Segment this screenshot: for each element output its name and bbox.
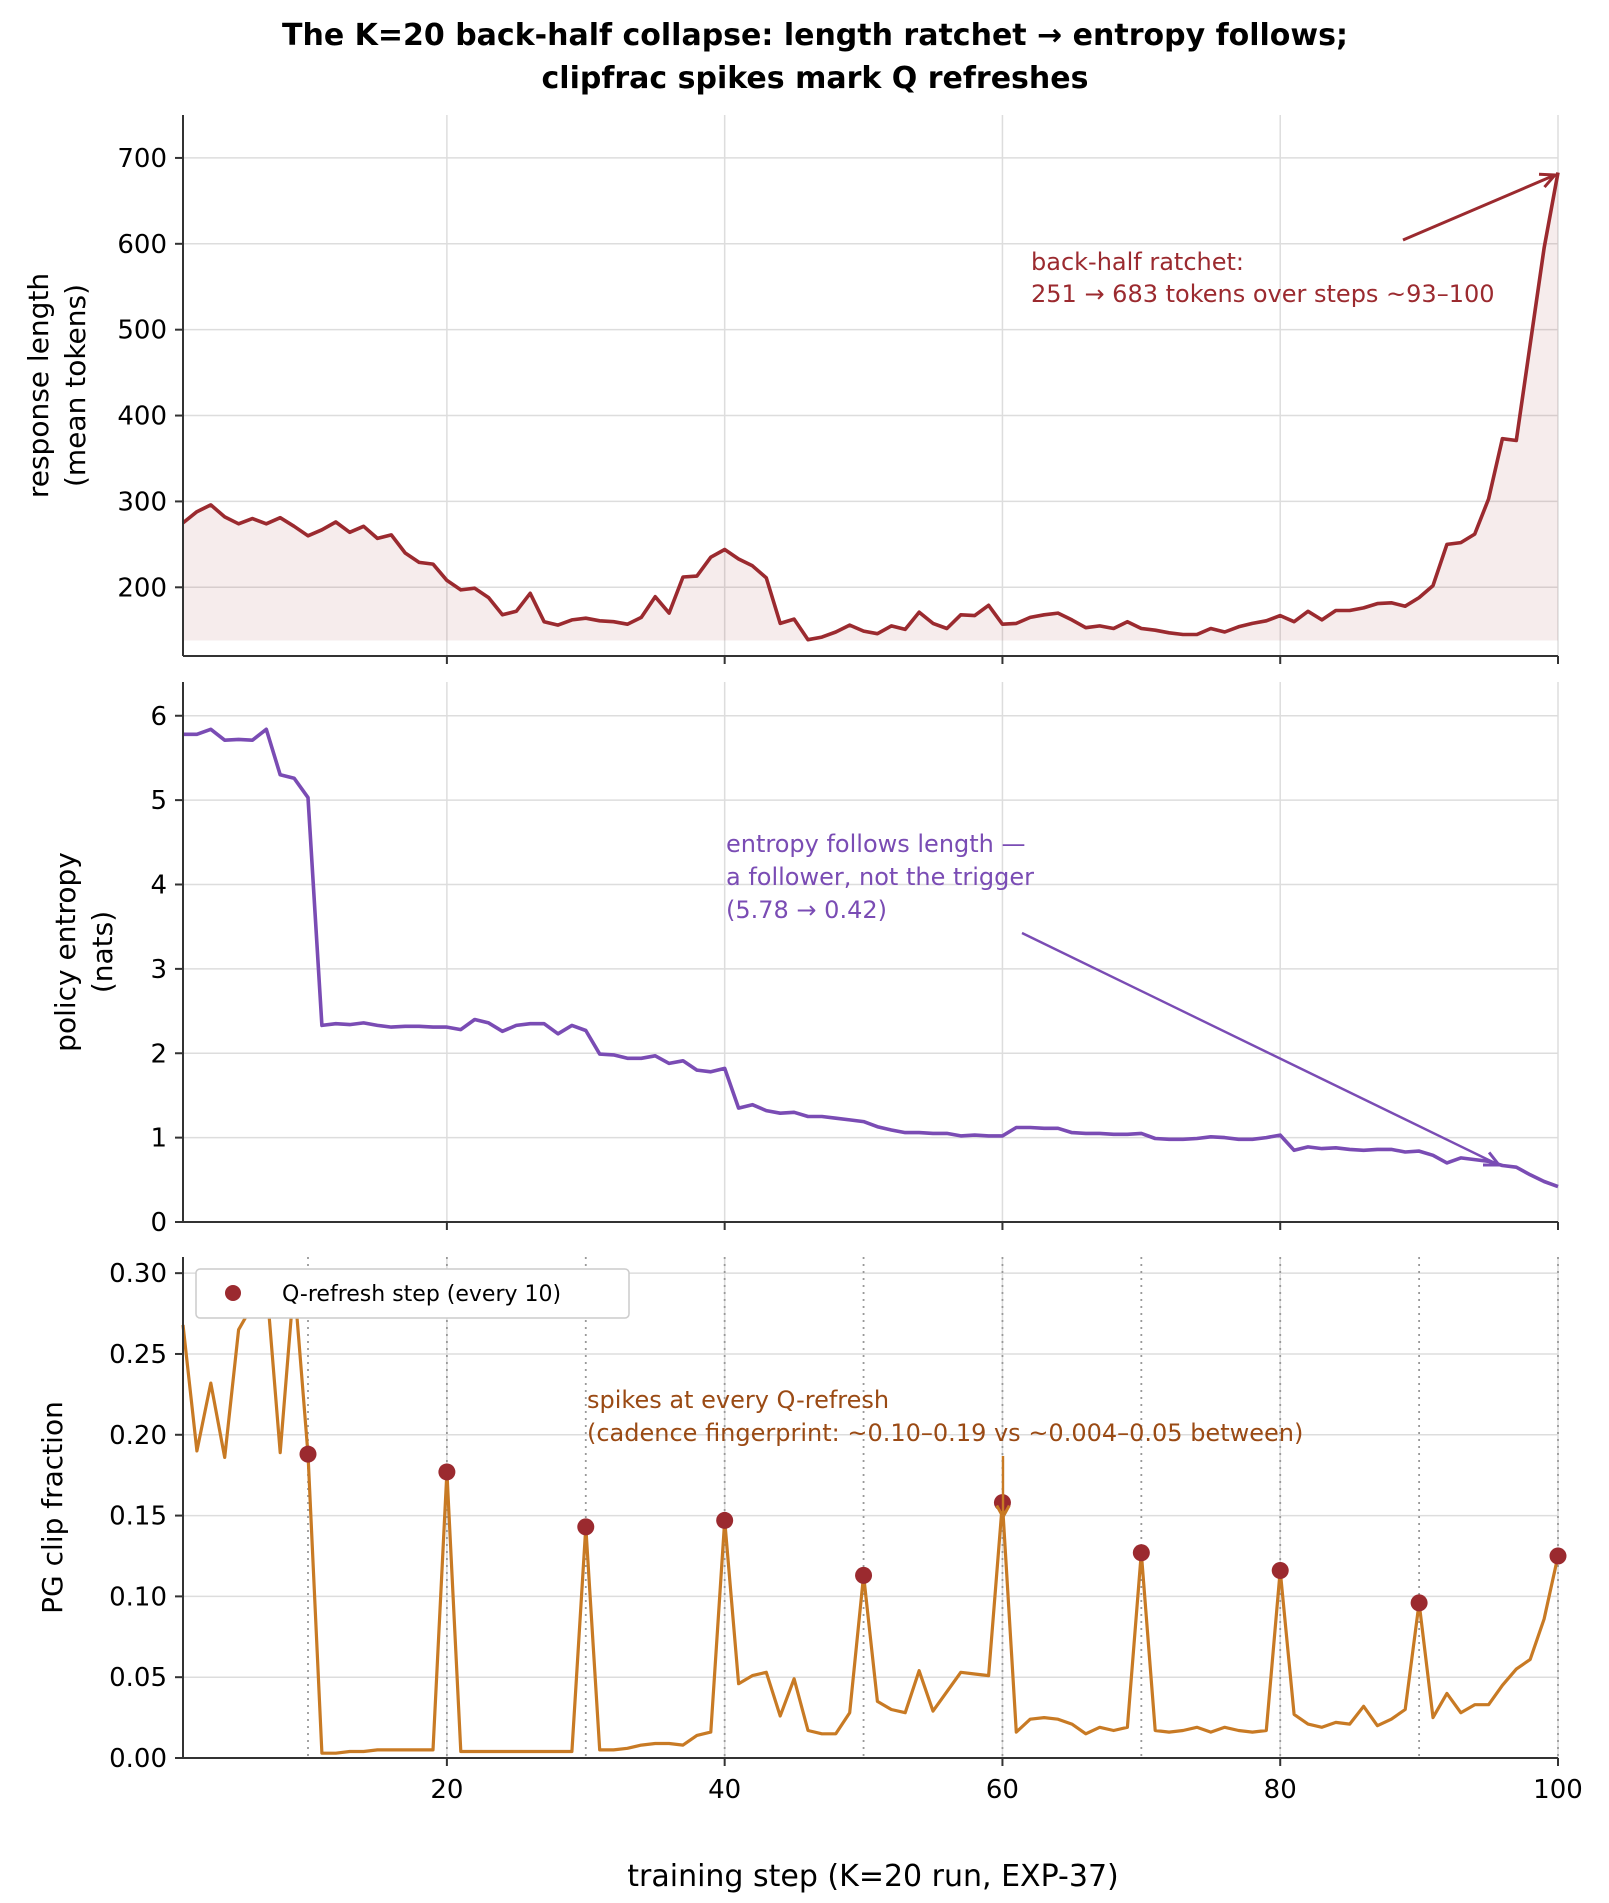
y-tick-label: 4 — [150, 871, 167, 901]
ratchet-annotation-line1: back-half ratchet: — [1031, 248, 1244, 276]
y-tick-labels: 200 300 400 500 600 700 — [117, 144, 167, 603]
x-tick-label: 100 — [1533, 1775, 1583, 1805]
refresh-markers — [299, 1445, 1567, 1612]
refresh-dotted-lines — [307, 1257, 1559, 1758]
x-axis-label: training step (K=20 run, EXP-37) — [627, 1859, 1118, 1894]
x-tick-label: 80 — [1264, 1775, 1297, 1805]
x-tick-label: 20 — [430, 1775, 463, 1805]
refresh-marker — [577, 1518, 595, 1536]
y-tick-labels: 0 1 2 3 4 5 6 — [150, 702, 167, 1238]
y-tick-label: 6 — [150, 702, 167, 732]
y-tick-labels: 0.00 0.05 0.10 0.15 0.20 0.25 0.30 — [109, 1259, 167, 1774]
y-tick-label: 200 — [117, 573, 167, 603]
length-series-line — [181, 172, 1560, 642]
refresh-marker — [855, 1566, 873, 1584]
y-tick-label: 5 — [150, 786, 167, 816]
refresh-marker — [1410, 1594, 1428, 1612]
y-axis-label-line2: (nats) — [86, 911, 119, 993]
y-tick-label: 0.25 — [109, 1340, 167, 1370]
axes — [175, 115, 1559, 664]
legend: Q-refresh step (every 10) — [195, 1268, 630, 1319]
y-tick-label: 0 — [150, 1208, 167, 1238]
panel-policy-entropy: 0 1 2 3 4 5 6 policy entropy (nats) entropy fo… — [49, 682, 1559, 1238]
entropy-annotation-line1: entropy follows length — — [726, 830, 1026, 858]
clipfrac-annotation-line2: (cadence fingerprint: ~0.10–0.19 vs ~0.0… — [587, 1419, 1303, 1447]
axes — [175, 1257, 1559, 1766]
clipfrac-series-line — [181, 1279, 1560, 1755]
refresh-marker — [438, 1463, 456, 1481]
x-tick-labels: 20 40 60 80 100 — [430, 1775, 1582, 1805]
refresh-marker — [716, 1511, 734, 1529]
y-tick-label: 0.00 — [109, 1744, 167, 1774]
axes — [175, 682, 1559, 1230]
legend-box — [195, 1268, 630, 1319]
y-tick-label: 500 — [117, 316, 167, 346]
legend-marker — [225, 1285, 241, 1301]
y-tick-label: 3 — [150, 955, 167, 985]
refresh-marker — [1271, 1562, 1289, 1580]
y-tick-label: 0.15 — [109, 1502, 167, 1532]
y-axis-label-line1: response length — [22, 273, 55, 498]
legend-label: Q-refresh step (every 10) — [282, 1282, 561, 1307]
y-tick-label: 700 — [117, 144, 167, 174]
clipfrac-annotation-line1: spikes at every Q-refresh — [587, 1386, 889, 1414]
refresh-marker — [299, 1445, 317, 1463]
x-tick-label: 40 — [708, 1775, 741, 1805]
grid-lines — [183, 115, 1559, 656]
panel-response-length: 200 300 400 500 600 700 response length (mean… — [22, 115, 1560, 664]
y-tick-label: 0.20 — [109, 1421, 167, 1451]
grid-lines — [183, 682, 1559, 1223]
x-tick-label: 60 — [986, 1775, 1019, 1805]
y-tick-label: 1 — [150, 1124, 167, 1154]
y-tick-label: 0.10 — [109, 1582, 167, 1612]
y-axis-label-line1: policy entropy — [49, 852, 82, 1052]
y-tick-label: 0.05 — [109, 1663, 167, 1693]
entropy-annotation-arrow — [1021, 931, 1500, 1167]
chart-title-line2: clipfrac spikes mark Q refreshes — [542, 61, 1089, 96]
refresh-marker — [1132, 1544, 1150, 1562]
entropy-annotation-line2: a follower, not the trigger — [726, 863, 1034, 891]
ratchet-arrowhead — [1538, 172, 1559, 189]
y-tick-label: 300 — [117, 487, 167, 517]
entropy-series-line — [183, 727, 1559, 1189]
y-tick-label: 600 — [117, 230, 167, 260]
y-axis-label: PG clip fraction — [36, 1401, 69, 1614]
ratchet-annotation-arrow — [1402, 173, 1556, 242]
refresh-marker — [1549, 1547, 1567, 1565]
y-tick-label: 400 — [117, 402, 167, 432]
y-axis-label-line2: (mean tokens) — [59, 284, 92, 487]
grid-lines — [183, 1257, 1559, 1759]
y-tick-label: 0.30 — [109, 1259, 167, 1289]
ratchet-annotation-line2: 251 → 683 tokens over steps ~93–100 — [1031, 280, 1495, 308]
panel-clip-fraction: 0.00 0.05 0.10 0.15 0.20 0.25 0.30 20 40 60 80 100… — [36, 1257, 1583, 1805]
clipfrac-arrowhead — [995, 1504, 1011, 1521]
chart-title-line1: The K=20 back-half collapse: length ratc… — [282, 18, 1348, 53]
y-tick-label: 2 — [150, 1039, 167, 1069]
entropy-arrowhead — [1482, 1151, 1503, 1167]
length-area-fill — [183, 172, 1558, 641]
entropy-annotation-line3: (5.78 → 0.42) — [726, 896, 887, 924]
